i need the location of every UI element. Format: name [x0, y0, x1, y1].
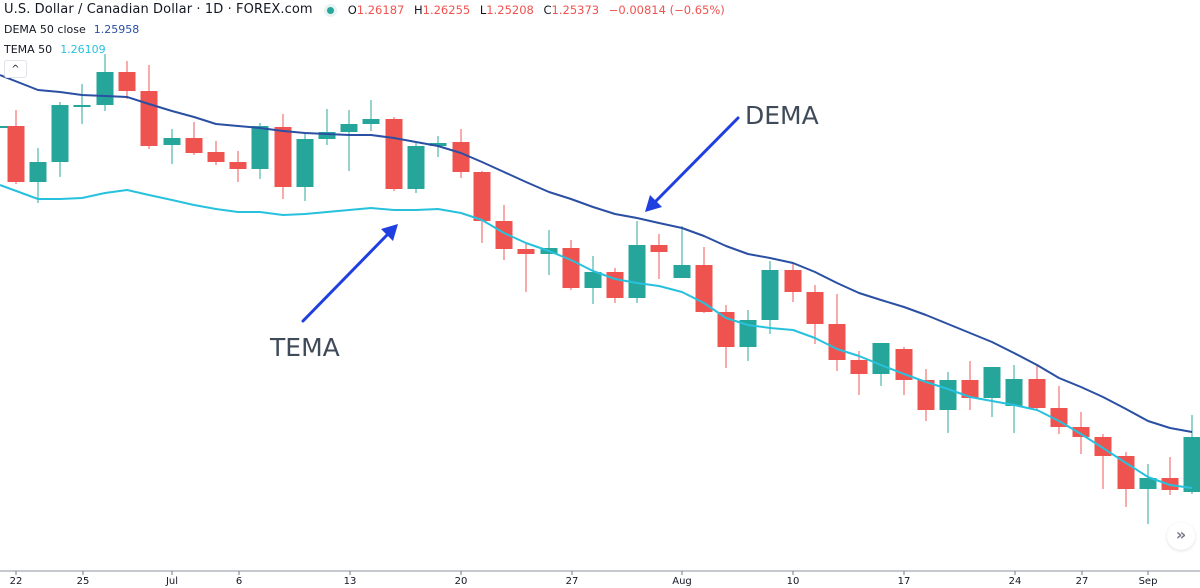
- candle: [1050, 386, 1068, 434]
- candle: [96, 54, 114, 111]
- candles-layer: [0, 54, 1200, 524]
- collapse-legend-button[interactable]: ^: [4, 60, 27, 78]
- x-tick-label: Aug: [672, 576, 692, 587]
- ohlc-values: O1.26187 H1.26255 L1.25208 C1.25373 −0.0…: [348, 0, 731, 20]
- tema-arrow: [301, 224, 398, 323]
- annotation-arrows-layer: [301, 116, 740, 323]
- open-label: O: [347, 3, 357, 17]
- candle: [1005, 365, 1023, 433]
- candle: [473, 171, 491, 243]
- x-tick-label: 20: [455, 576, 468, 587]
- candle: [1161, 457, 1179, 495]
- chart-legend: U.S. Dollar / Canadian Dollar · 1D · FOR…: [4, 0, 731, 60]
- candle: [140, 65, 158, 149]
- candle: [517, 243, 535, 292]
- candle: [739, 310, 757, 361]
- candle: [1139, 464, 1157, 524]
- candle: [761, 261, 779, 334]
- candle: [717, 305, 735, 368]
- candle: [673, 226, 691, 278]
- indicator-row-tema[interactable]: TEMA 50 1.26109: [4, 40, 731, 60]
- candle: [118, 61, 136, 99]
- x-tick-label: 10: [787, 576, 800, 587]
- dema-annotation: DEMA: [745, 101, 819, 130]
- candle: [185, 122, 203, 155]
- candle: [806, 285, 824, 344]
- tema-line[interactable]: [0, 184, 1193, 489]
- high-value: 1.26255: [422, 3, 471, 17]
- scroll-to-realtime-button[interactable]: »: [1167, 522, 1195, 550]
- close-value: 1.25373: [551, 3, 600, 17]
- candle: [407, 141, 425, 193]
- candle: [784, 264, 802, 302]
- low-label: L: [479, 3, 487, 17]
- market-status-dot-icon: [326, 6, 334, 14]
- candle: [362, 100, 380, 131]
- x-tick-label: 27: [566, 576, 579, 587]
- candle: [1028, 364, 1046, 411]
- candle: [650, 234, 668, 279]
- open-value: 1.26187: [356, 3, 405, 17]
- tema-indicator-value: 1.26109: [60, 43, 106, 56]
- candle: [73, 84, 91, 124]
- tema-indicator-name: TEMA 50: [4, 43, 53, 56]
- x-tick-label: 17: [898, 576, 911, 587]
- time-axis[interactable]: 22 25 Jul 6 13 20 27 Aug 10 17 24 27 Sep: [0, 570, 1200, 587]
- indicator-row-dema[interactable]: DEMA 50 close 1.25958: [4, 20, 731, 40]
- candle: [850, 351, 868, 395]
- x-tick-label: 27: [1076, 576, 1089, 587]
- double-chevron-right-icon: »: [1175, 525, 1187, 544]
- indicator-lines-layer: [0, 74, 1193, 489]
- candle: [584, 256, 602, 304]
- candle: [207, 141, 225, 165]
- low-value: 1.25208: [486, 3, 534, 17]
- x-tick-label: Jul: [165, 576, 178, 587]
- dema-indicator-value: 1.25958: [93, 23, 140, 36]
- x-tick-label: 13: [344, 576, 357, 587]
- candle: [939, 372, 957, 433]
- high-label: H: [413, 3, 423, 17]
- candle: [7, 110, 25, 184]
- annotation-labels: DEMA TEMA: [269, 101, 819, 362]
- x-tick-label: 22: [10, 576, 23, 587]
- x-tick-label: 25: [77, 576, 90, 587]
- candle: [51, 102, 69, 177]
- x-tick-label: 24: [1009, 576, 1022, 587]
- candle: [628, 221, 646, 303]
- x-tick-label: Sep: [1139, 576, 1158, 587]
- candle: [318, 109, 336, 145]
- candle: [229, 151, 247, 182]
- tema-annotation: TEMA: [269, 333, 340, 362]
- candle: [1183, 415, 1200, 494]
- candle: [296, 133, 314, 201]
- candle: [0, 126, 9, 128]
- dema-arrow: [645, 116, 740, 212]
- candle: [606, 268, 624, 303]
- symbol-title[interactable]: U.S. Dollar / Canadian Dollar · 1D · FOR…: [4, 2, 313, 17]
- candle: [29, 148, 47, 203]
- candle: [385, 117, 403, 191]
- candle: [274, 114, 292, 199]
- x-tick-label: 6: [236, 576, 242, 587]
- candle: [917, 369, 935, 421]
- dema-indicator-name: DEMA 50 close: [4, 23, 86, 36]
- candle: [562, 240, 580, 290]
- candle: [1117, 452, 1135, 507]
- candle: [983, 367, 1001, 417]
- candle: [1094, 434, 1112, 489]
- chevron-up-icon: ^: [11, 64, 20, 75]
- candle: [163, 129, 181, 164]
- symbol-row: U.S. Dollar / Canadian Dollar · 1D · FOR…: [4, 0, 731, 20]
- dema-line[interactable]: [0, 74, 1193, 433]
- change-value: −0.00814 (−0.65%): [608, 3, 725, 17]
- candle: [340, 110, 358, 171]
- candle: [828, 294, 846, 371]
- close-label: C: [543, 3, 552, 17]
- candle: [961, 361, 979, 410]
- candle: [251, 123, 269, 179]
